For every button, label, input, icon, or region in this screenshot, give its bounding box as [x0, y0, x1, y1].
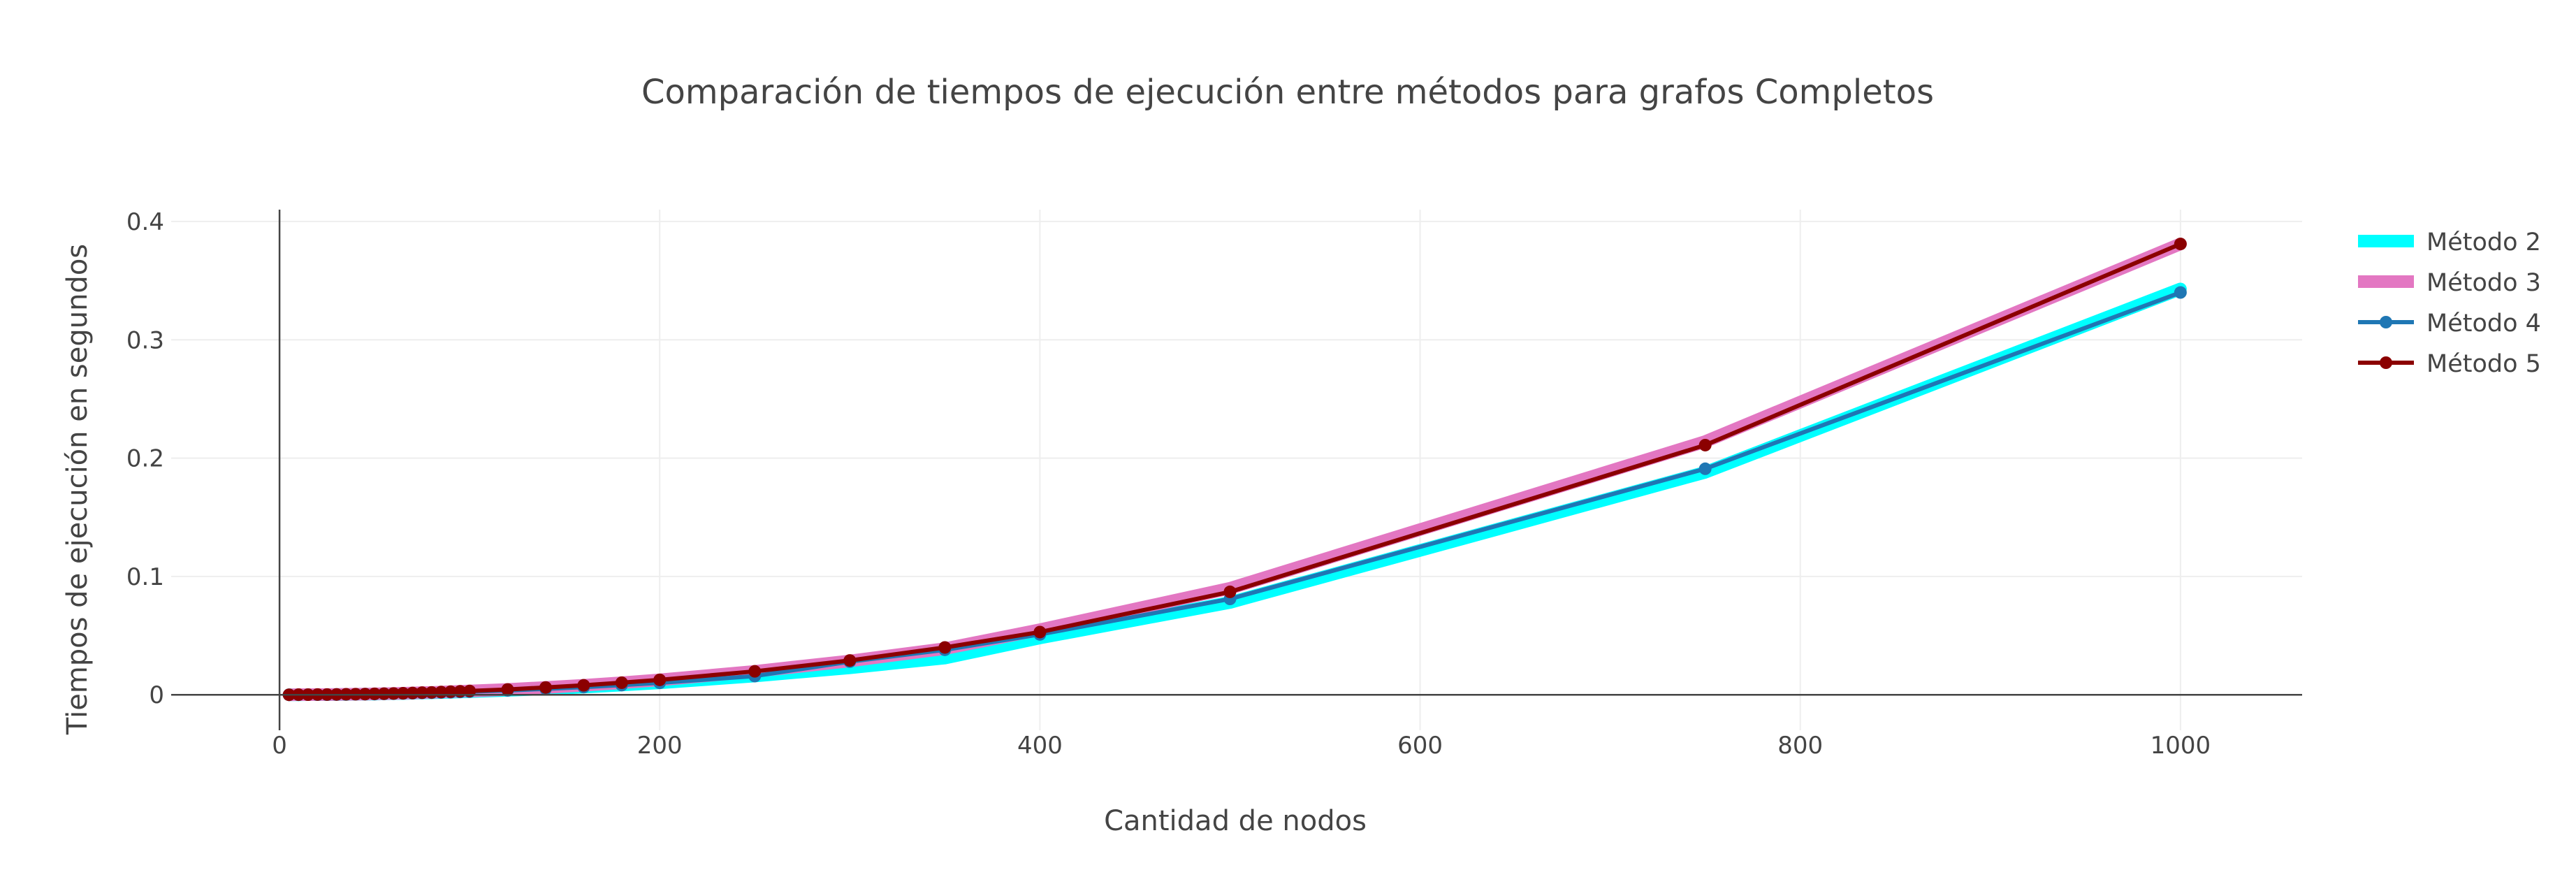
legend-label: Método 5	[2426, 350, 2541, 378]
series-line	[282, 282, 2187, 702]
data-point	[1698, 462, 1712, 475]
y-tick-label: 0.4	[126, 208, 164, 236]
x-axis-title: Cantidad de nodos	[1104, 805, 1367, 837]
data-point	[2174, 286, 2187, 299]
x-tick-label: 800	[1777, 732, 1823, 760]
data-point	[748, 665, 762, 678]
legend-marker	[2380, 356, 2392, 369]
data-point	[1698, 438, 1712, 451]
series-2	[282, 238, 2187, 702]
data-point	[387, 687, 400, 700]
legend-item: Método 2	[2358, 229, 2541, 256]
data-point	[396, 687, 409, 700]
legend-label: Método 2	[2426, 229, 2541, 256]
y-axis-title: Tiempos de ejecución en segundos	[61, 244, 94, 735]
data-point	[1223, 585, 1237, 598]
series-line	[289, 290, 2181, 697]
legend-item: Método 3	[2358, 269, 2541, 297]
series-line	[282, 238, 2187, 702]
data-point	[938, 641, 952, 654]
data-point	[501, 683, 514, 696]
tick-labels: 0 200 400 600 800 1000 0 0.1 0.2 0.3 0.4	[126, 208, 2211, 760]
legend-item: Método 4	[2358, 310, 2541, 338]
data-point	[653, 673, 667, 686]
series-layer	[282, 238, 2187, 702]
series-line	[289, 242, 2182, 697]
series-1	[282, 282, 2187, 702]
data-point	[416, 686, 429, 700]
data-point	[615, 676, 628, 689]
x-tick-label: 400	[1017, 732, 1063, 760]
data-point	[1033, 625, 1047, 639]
data-point	[843, 654, 857, 667]
y-tick-label: 0	[149, 681, 164, 709]
x-tick-label: 0	[272, 732, 287, 760]
legend-marker	[2380, 316, 2392, 328]
legend: Método 2 Método 3 Método 4 Método 5	[2358, 229, 2541, 378]
x-tick-label: 200	[637, 732, 683, 760]
data-point	[377, 687, 391, 700]
data-point	[406, 686, 419, 700]
chart-title: Comparación de tiempos de ejecución entr…	[641, 73, 1934, 112]
data-point	[368, 687, 381, 700]
legend-label: Método 3	[2426, 269, 2541, 297]
series-3	[282, 286, 2187, 702]
data-point	[577, 679, 590, 692]
legend-item: Método 5	[2358, 350, 2541, 378]
y-tick-label: 0.3	[126, 326, 164, 354]
y-tick-label: 0.1	[126, 563, 164, 591]
grid	[171, 210, 2302, 730]
data-point	[539, 681, 552, 694]
x-tick-label: 600	[1397, 732, 1443, 760]
y-tick-label: 0.2	[126, 445, 164, 473]
data-point	[2174, 238, 2187, 251]
legend-label: Método 4	[2426, 310, 2541, 338]
series-4	[282, 238, 2187, 702]
x-tick-label: 1000	[2151, 732, 2211, 760]
axes	[171, 210, 2302, 730]
